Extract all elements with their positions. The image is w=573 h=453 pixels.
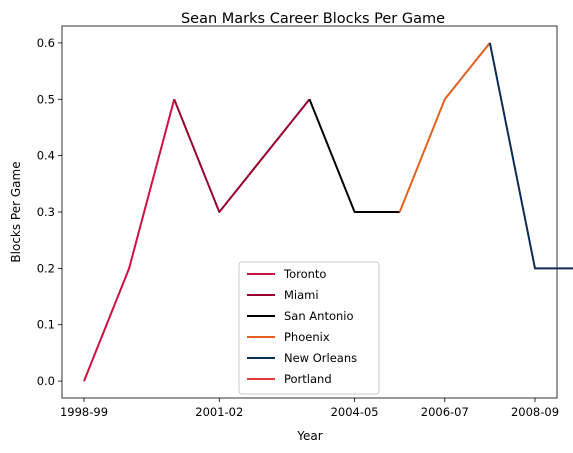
series-line-phoenix [398,42,491,213]
series-layer [83,42,573,382]
legend: Toronto Miami San Antonio Phoenix New Orlean… [238,261,380,395]
x-tick-label: 2004-05 [331,405,379,419]
legend-label-phoenix: Phoenix [284,330,330,344]
y-tick-label: 0.3 [37,205,55,219]
legend-label-portland: Portland [284,372,332,386]
series-line-toronto [83,99,176,382]
y-tick-label: 0.2 [37,261,55,275]
x-tick-label: 1998-99 [60,405,108,419]
y-axis-ticks: 0.0 0.1 0.2 0.3 0.4 0.5 0.6 [37,36,62,388]
x-tick-label: 2001-02 [195,405,243,419]
series-line-new-orleans [488,42,573,270]
x-tick-label: 2008-09 [511,405,559,419]
legend-label-san-antonio: San Antonio [284,309,354,323]
x-axis-ticks: 1998-992001-022004-052006-072008-092010-… [60,398,559,419]
legend-label-new-orleans: New Orleans [284,351,357,365]
y-axis-label: Blocks Per Game [9,161,23,262]
y-tick-label: 0.6 [37,36,55,50]
x-axis-label: Year [296,429,322,443]
y-tick-label: 0.1 [37,318,55,332]
chart-title: Sean Marks Career Blocks Per Game [181,11,445,27]
series-line-san-antonio [308,98,400,213]
legend-label-miami: Miami [284,288,319,302]
y-tick-label: 0.0 [37,374,55,388]
series-line-miami [173,98,311,213]
y-tick-label: 0.4 [37,149,55,163]
legend-label-toronto: Toronto [283,267,326,281]
x-tick-label: 2006-07 [421,405,469,419]
y-tick-label: 0.5 [37,92,55,106]
